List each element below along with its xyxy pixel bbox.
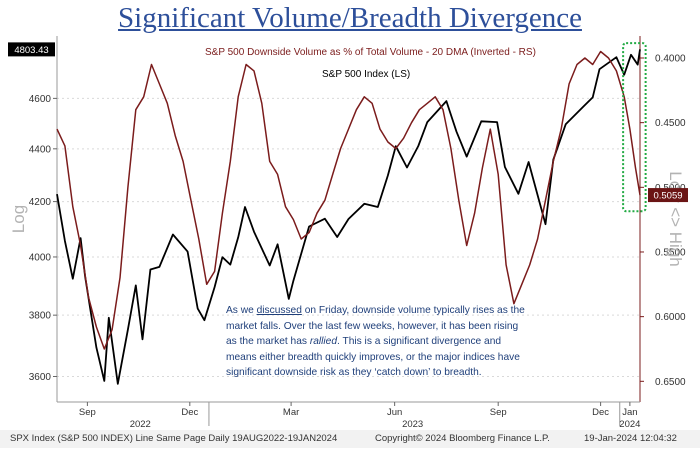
axes bbox=[53, 36, 644, 426]
discussed-link[interactable]: discussed bbox=[256, 305, 302, 316]
footer-bar: SPX Index (S&P 500 INDEX) Line Same Page… bbox=[0, 430, 700, 448]
left-axis-title: Log bbox=[9, 205, 28, 233]
grid bbox=[57, 97, 640, 378]
right-tick-label: 0.6000 bbox=[655, 312, 686, 323]
x-tick-label: Jun bbox=[387, 407, 402, 418]
commentary-text: As we discussed on Friday, downside volu… bbox=[226, 305, 525, 379]
left-last-value: 4803.43 bbox=[14, 45, 48, 56]
legend-spx: S&P 500 Index (LS) bbox=[322, 69, 410, 80]
footer-left-text: SPX Index (S&P 500 INDEX) Line Same Page… bbox=[10, 433, 338, 444]
highlight-box bbox=[622, 42, 647, 213]
series-line-spx bbox=[56, 49, 641, 385]
x-tick-label: Mar bbox=[283, 407, 299, 418]
right-tick-label: 0.5500 bbox=[655, 247, 686, 258]
year-label: 2022 bbox=[130, 419, 151, 430]
year-label: 2024 bbox=[619, 419, 640, 430]
right-tick-label: 0.4000 bbox=[655, 53, 686, 64]
right-tick-label: 0.4500 bbox=[655, 118, 686, 129]
left-tick-label: 3800 bbox=[29, 311, 52, 322]
left-tick-label: 3600 bbox=[29, 372, 52, 383]
right-tick-label: 0.6500 bbox=[655, 377, 686, 388]
right-last-value-badge bbox=[648, 188, 688, 203]
right-last-value: 0.5059 bbox=[653, 191, 682, 202]
left-tick-label: 4000 bbox=[29, 252, 52, 263]
left-tick-label: 4400 bbox=[29, 144, 52, 155]
left-last-value-badge bbox=[8, 42, 55, 57]
left-tick-label: 4600 bbox=[29, 94, 52, 105]
series bbox=[56, 49, 641, 385]
legend-downside-volume: S&P 500 Downside Volume as % of Total Vo… bbox=[205, 47, 536, 58]
x-tick-label: Dec bbox=[592, 407, 609, 418]
x-tick-label: Sep bbox=[490, 407, 507, 418]
x-tick-label: Dec bbox=[181, 407, 198, 418]
right-axis-title: Low <> High bbox=[666, 171, 685, 266]
series-line-downside-volume bbox=[56, 50, 641, 350]
footer-copyright: Copyright© 2024 Bloomberg Finance L.P. bbox=[375, 433, 550, 444]
chart-title: Significant Volume/Breadth Divergence bbox=[118, 2, 582, 34]
x-tick-label: Jan bbox=[622, 407, 637, 418]
left-tick-label: 4200 bbox=[29, 197, 52, 208]
labels: 3600 3800 4000 4200 4400 4600 0.4000 0.4500 0.50… bbox=[8, 42, 688, 430]
year-label: 2023 bbox=[402, 419, 423, 430]
x-tick-label: Sep bbox=[79, 407, 96, 418]
footer-timestamp: 19-Jan-2024 12:04:32 bbox=[584, 433, 677, 444]
chart-canvas: 3600 3800 4000 4200 4400 4600 0.4000 0.4500 0.50… bbox=[8, 36, 688, 430]
